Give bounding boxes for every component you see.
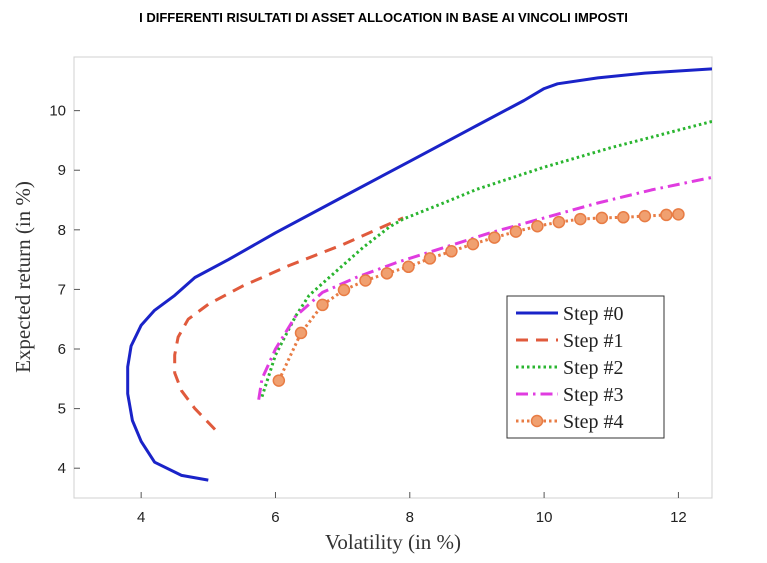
series-line-step-0 (126, 67, 712, 482)
series-point-step-4 (509, 225, 523, 238)
series-point-step-4 (380, 267, 394, 280)
y-tick-label: 4 (58, 460, 66, 477)
series-layer (126, 67, 712, 482)
legend-label-step-4: Step #4 (563, 411, 624, 433)
legend: Step #0 Step #1 Step #2 Step #3 Step #4 (506, 295, 665, 439)
legend-label-step-1: Step #1 (563, 330, 624, 352)
x-tick-label: 4 (137, 509, 145, 526)
x-tick-label: 10 (536, 509, 553, 526)
series-point-step-4 (466, 237, 480, 251)
x-tick-label: 8 (406, 509, 414, 526)
y-tick-label: 6 (58, 341, 66, 358)
series-point-step-4 (488, 231, 501, 244)
series-point-step-4 (595, 211, 609, 225)
series-point-step-4 (316, 298, 329, 312)
series-point-step-4 (672, 208, 685, 221)
y-tick-label: 9 (58, 162, 66, 179)
x-axis-title: Volatility (in %) (325, 530, 461, 554)
series-line-step-3 (257, 175, 712, 400)
chart-title: I DIFFERENTI RISULTATI DI ASSET ALLOCATI… (139, 10, 628, 25)
series-point-step-4 (617, 211, 630, 224)
y-axis-title: Expected return (in %) (11, 181, 35, 373)
series-point-step-4 (402, 260, 415, 274)
series-point-step-4 (272, 374, 286, 387)
series-point-step-4 (445, 245, 458, 258)
y-tick-label: 8 (58, 222, 66, 239)
y-tick-label: 7 (58, 281, 66, 298)
legend-label-step-2: Step #2 (563, 357, 624, 379)
y-tick-label: 5 (58, 401, 66, 418)
series-point-step-4 (552, 215, 566, 229)
series-point-step-4 (531, 219, 544, 233)
y-tick-label: 10 (49, 103, 66, 120)
legend-marker-step-4 (530, 414, 544, 428)
legend-label-step-3: Step #3 (563, 384, 624, 406)
series-point-step-4 (423, 252, 437, 265)
series-point-step-4 (359, 274, 372, 287)
series-point-step-4 (337, 283, 351, 297)
axes: 4 6 8 10 12 4 5 6 7 8 9 10 (49, 103, 686, 526)
x-tick-label: 6 (271, 509, 279, 526)
x-tick-label: 12 (670, 509, 687, 526)
legend-label-step-0: Step #0 (563, 303, 624, 325)
series-point-step-4 (660, 208, 673, 222)
series-point-step-4 (294, 326, 308, 340)
series-point-step-4 (574, 212, 587, 226)
plot-area-frame (73, 56, 713, 499)
series-line-step-1 (173, 216, 404, 431)
series-point-step-4 (638, 209, 652, 223)
